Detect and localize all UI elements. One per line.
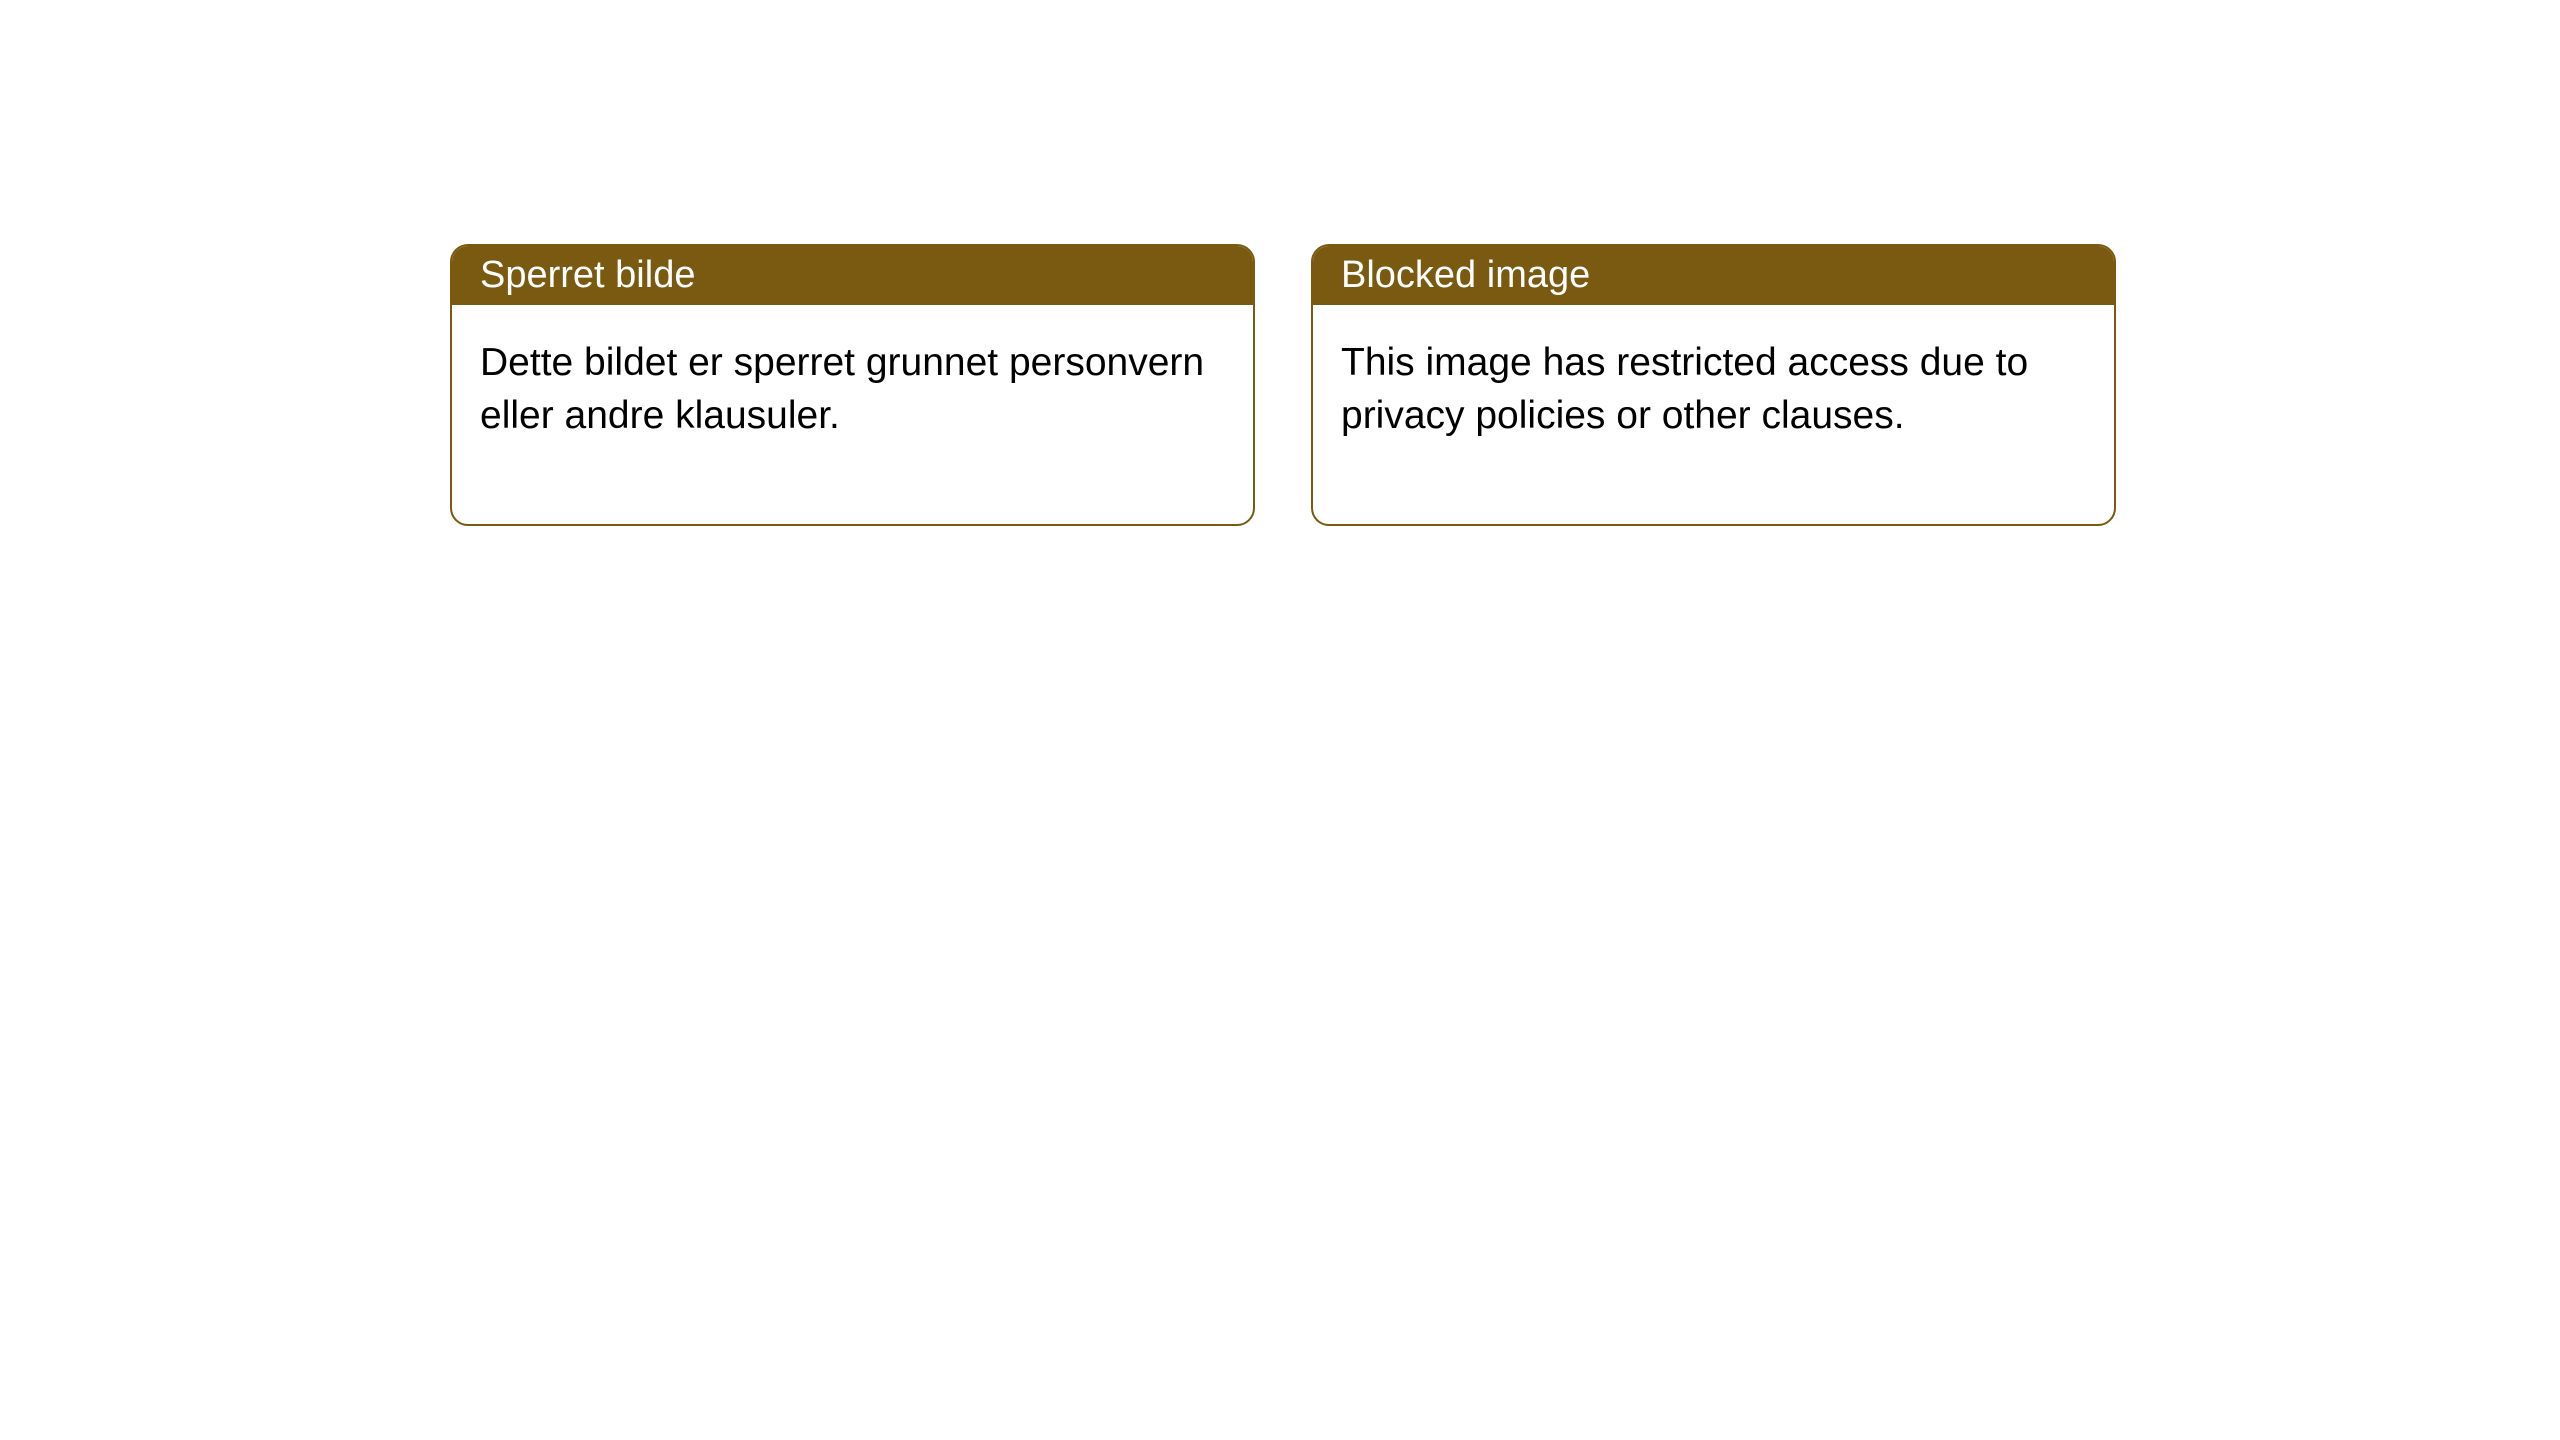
card-body-text: This image has restricted access due to … xyxy=(1341,341,2028,437)
card-container: Sperret bilde Dette bildet er sperret gr… xyxy=(0,0,2560,526)
blocked-image-card-no: Sperret bilde Dette bildet er sperret gr… xyxy=(450,244,1255,526)
card-header: Sperret bilde xyxy=(452,246,1253,305)
card-body-text: Dette bildet er sperret grunnet personve… xyxy=(480,341,1204,437)
card-body: This image has restricted access due to … xyxy=(1313,305,2114,524)
blocked-image-card-en: Blocked image This image has restricted … xyxy=(1311,244,2116,526)
card-title: Blocked image xyxy=(1341,254,1590,296)
card-body: Dette bildet er sperret grunnet personve… xyxy=(452,305,1253,524)
card-header: Blocked image xyxy=(1313,246,2114,305)
card-title: Sperret bilde xyxy=(480,254,695,296)
